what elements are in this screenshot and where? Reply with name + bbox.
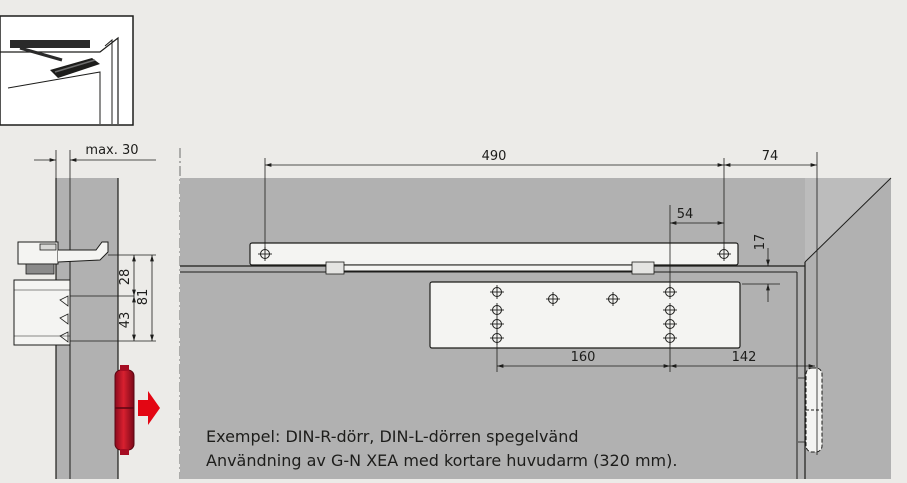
dimension-54: 54 bbox=[669, 205, 724, 290]
dim-label-490: 490 bbox=[482, 149, 507, 164]
crosshair-hole-icon bbox=[490, 303, 504, 317]
dim-label-max-30: max. 30 bbox=[85, 143, 138, 158]
rail-side-view bbox=[17, 241, 109, 275]
thumbnail-illustration bbox=[0, 15, 134, 126]
dimension-max-30: max. 30 bbox=[34, 143, 156, 230]
dim-label-17: 17 bbox=[753, 234, 768, 251]
dim-label-28: 28 bbox=[118, 269, 133, 286]
dimension-17: 17 bbox=[740, 234, 780, 302]
crosshair-hole-icon bbox=[490, 317, 504, 331]
mounting-holes bbox=[258, 247, 731, 345]
dimension-heights: 28 43 81 bbox=[118, 254, 154, 341]
crosshair-hole-icon bbox=[546, 292, 560, 306]
crosshair-hole-icon bbox=[606, 292, 620, 306]
dimension-490-74: 490 74 bbox=[264, 149, 818, 455]
dim-label-74: 74 bbox=[762, 149, 779, 164]
dim-label-43: 43 bbox=[118, 312, 133, 329]
dim-label-160: 160 bbox=[571, 350, 596, 365]
closer-body-side-view bbox=[13, 254, 156, 346]
dim-label-54: 54 bbox=[677, 207, 694, 222]
hinge bbox=[114, 365, 135, 455]
dim-label-142: 142 bbox=[732, 350, 757, 365]
hinge-outline-right bbox=[798, 367, 823, 453]
crosshair-hole-icon bbox=[663, 317, 677, 331]
arrow-right-icon bbox=[138, 391, 160, 425]
dim-label-81: 81 bbox=[136, 289, 151, 306]
closer-body bbox=[429, 281, 741, 349]
caption-line-1: Exempel: DIN-R-dörr, DIN-L-dörren spegel… bbox=[206, 427, 579, 446]
caption-line-2: Användning av G-N XEA med kortare huvuda… bbox=[206, 451, 677, 470]
arm-rail bbox=[249, 242, 739, 275]
crosshair-hole-icon bbox=[490, 285, 504, 299]
crosshair-hole-icon bbox=[663, 303, 677, 317]
dimension-160-142: 160 142 bbox=[496, 340, 815, 372]
